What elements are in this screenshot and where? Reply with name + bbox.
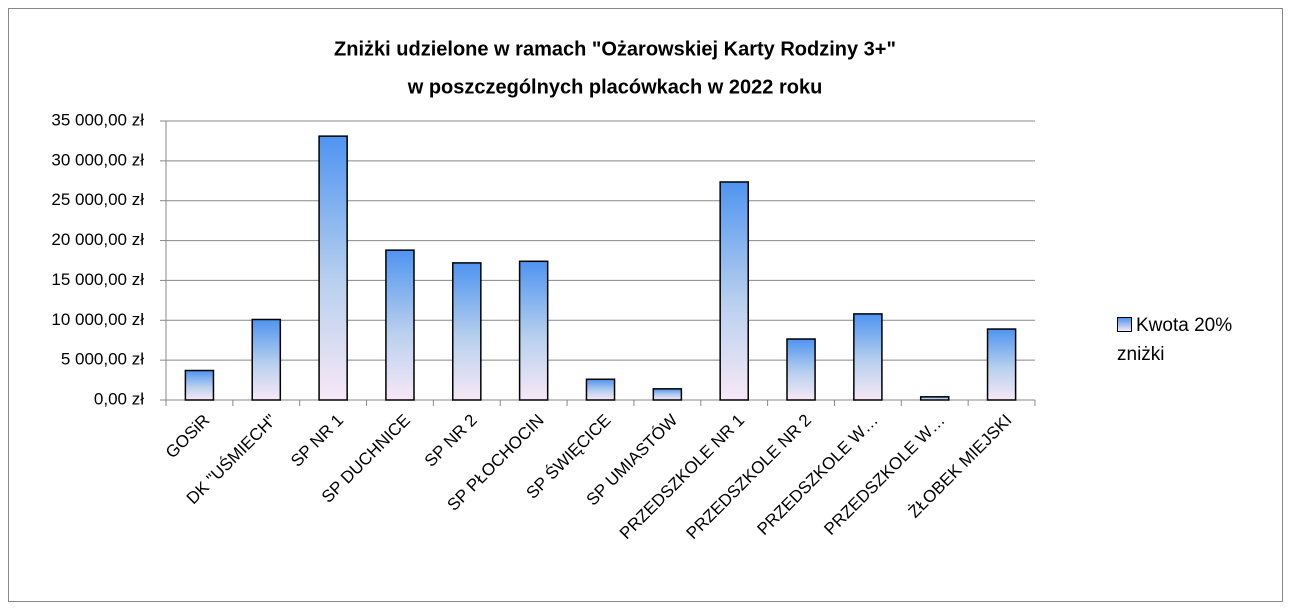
x-tick-label: PRZEDSZKOLE NR 1	[616, 411, 748, 543]
bar	[652, 388, 683, 401]
y-tick-label: 0,00 zł	[94, 389, 144, 408]
chart-frame	[8, 8, 1283, 602]
chart-title: w poszczególnych placówkach w 2022 roku	[407, 76, 823, 98]
y-tick-label: 35 000,00 zł	[51, 110, 144, 129]
legend: Kwota 20% zniżki	[1117, 311, 1247, 369]
bar	[184, 369, 215, 401]
bar	[518, 260, 549, 401]
y-tick-label: 15 000,00 zł	[51, 270, 144, 289]
bar	[251, 318, 282, 401]
x-tick-label: GOSiR	[162, 411, 214, 463]
y-tick-label: 5 000,00 zł	[61, 350, 144, 369]
bar	[919, 396, 950, 401]
bar	[385, 249, 415, 401]
x-tick-label: SP NR 1	[287, 411, 347, 471]
bar	[719, 181, 749, 401]
x-tick-label: PRZEDSZKOLE W…	[820, 411, 948, 539]
bar	[585, 378, 616, 401]
y-tick-label: 10 000,00 zł	[51, 310, 144, 329]
bar	[786, 338, 816, 401]
x-tick-label: SP NR 2	[421, 411, 481, 471]
legend-label: Kwota 20% zniżki	[1117, 315, 1233, 365]
bar	[986, 328, 1017, 401]
legend-swatch	[1117, 317, 1132, 332]
y-tick-label: 30 000,00 zł	[51, 150, 144, 169]
bar	[318, 135, 348, 401]
chart-title: Zniżki udzielone w ramach "Ożarowskiej K…	[334, 38, 896, 60]
x-tick-label: PRZEDSZKOLE NR 2	[683, 411, 815, 543]
y-tick-label: 20 000,00 zł	[51, 230, 144, 249]
bar	[853, 313, 883, 401]
y-tick-label: 25 000,00 zł	[51, 190, 144, 209]
x-tick-label: PRZEDSZKOLE W…	[754, 411, 882, 539]
bar	[452, 262, 482, 401]
